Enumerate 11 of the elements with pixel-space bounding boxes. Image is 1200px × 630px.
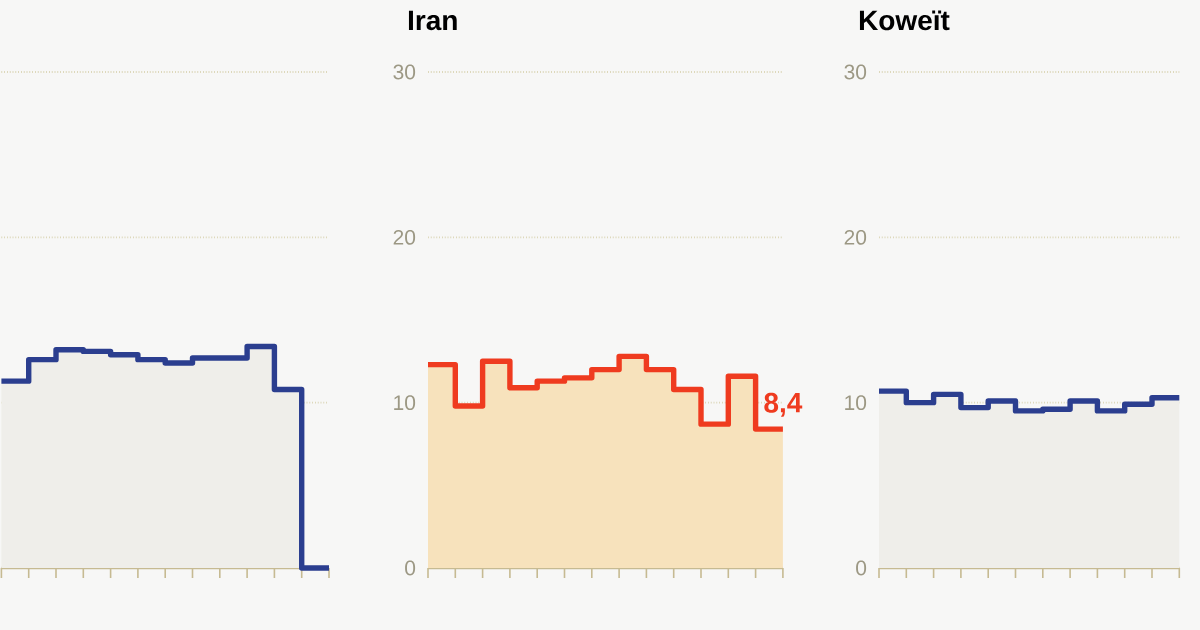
chart-title: Koweït <box>859 10 950 31</box>
chart-title: Iran <box>408 10 457 31</box>
y-tick-label: 30 <box>844 64 867 80</box>
data-label: 8,4 <box>764 392 803 417</box>
y-tick-label: 20 <box>393 229 416 245</box>
y-tick-label: 20 <box>844 229 867 245</box>
y-tick-label: 10 <box>394 395 416 411</box>
y-tick-label: 30 <box>393 64 416 80</box>
y-tick-label: 0 <box>405 560 416 576</box>
y-tick-label: 10 <box>845 395 867 411</box>
y-tick-label: 0 <box>856 560 867 576</box>
